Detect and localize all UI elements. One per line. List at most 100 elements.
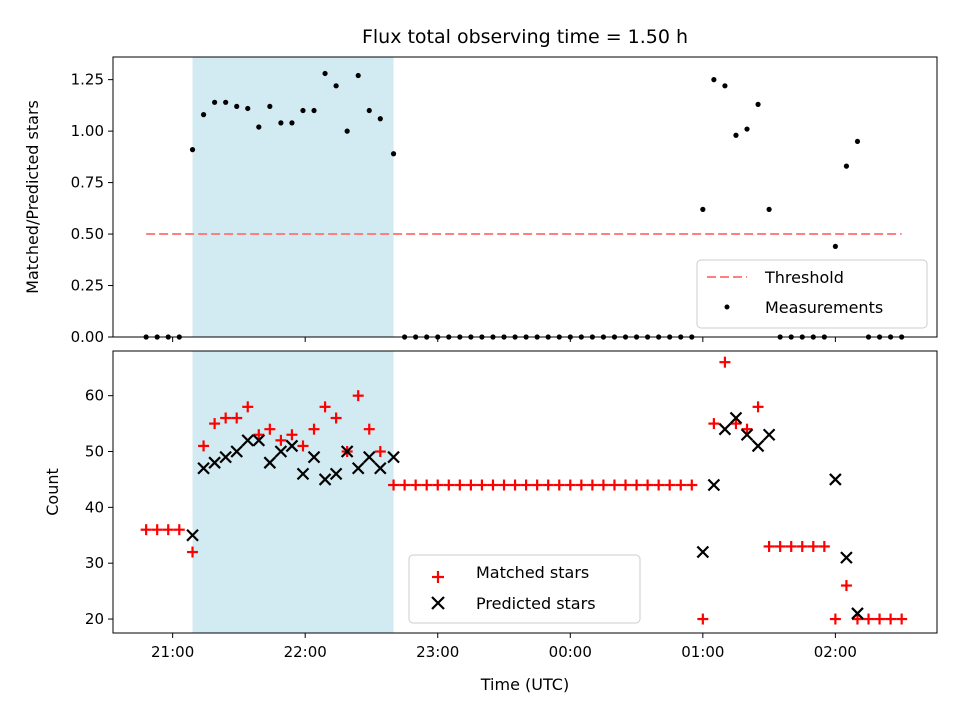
- predicted-star-point: [840, 551, 853, 564]
- matched-star-point: [399, 479, 411, 491]
- matched-star-point: [719, 356, 731, 368]
- x-tick-label: 01:00: [681, 643, 724, 661]
- measurement-point: [333, 83, 339, 89]
- legend-matched-label: Matched stars: [476, 563, 589, 582]
- measurements-series: [143, 70, 905, 340]
- matched-star-point: [286, 429, 298, 441]
- matched-star-point: [140, 524, 152, 536]
- y-tick-label: 50: [85, 443, 104, 461]
- predicted-star-point: [186, 528, 199, 542]
- predicted-star-point: [851, 607, 864, 620]
- measurement-point: [733, 132, 739, 138]
- bottom-y-axis-ticks: 20 30 40 50 60: [85, 387, 113, 628]
- measurement-point: [755, 101, 761, 107]
- predicted-star-point: [274, 445, 288, 458]
- predicted-star-point: [197, 461, 210, 475]
- predicted-star-point: [751, 439, 765, 453]
- measurement-point: [711, 77, 717, 83]
- matched-star-point: [896, 613, 908, 625]
- matched-star-point: [863, 613, 875, 625]
- y-tick-label: 30: [85, 554, 104, 572]
- matched-star-point: [454, 479, 466, 491]
- matched-star-point: [741, 423, 753, 435]
- predicted-star-point: [307, 450, 321, 464]
- top-plot-frame: [112, 56, 938, 338]
- bottom-legend: Matched stars Predicted stars: [408, 554, 641, 624]
- matched-star-point: [374, 446, 386, 458]
- predicted-star-point: [362, 450, 376, 464]
- matched-star-point: [752, 401, 764, 413]
- bottom-legend-box: [408, 554, 641, 624]
- matched-star-point: [476, 479, 488, 491]
- matched-star-point: [231, 412, 243, 424]
- matched-star-point: [352, 390, 364, 402]
- matched-star-point: [575, 479, 587, 491]
- measurement-point: [344, 128, 350, 134]
- matched-star-point: [151, 524, 163, 536]
- predicted-star-point: [329, 467, 343, 481]
- predicted-star-point: [718, 422, 732, 436]
- matched-star-point: [730, 418, 742, 430]
- matched-star-point: [708, 418, 720, 430]
- matched-star-point: [187, 546, 199, 558]
- x-tick-label: 21:00: [151, 643, 194, 661]
- legend-threshold-label: Threshold: [764, 268, 844, 287]
- bottom-plot-frame: [112, 350, 938, 634]
- measurement-point: [278, 120, 284, 126]
- measurement-point: [223, 99, 229, 105]
- measurement-point: [245, 105, 251, 112]
- y-tick-label: 0.50: [71, 225, 104, 243]
- matched-star-point: [686, 479, 698, 491]
- measurement-point: [189, 147, 196, 153]
- legend-predicted-label: Predicted stars: [476, 594, 596, 613]
- measurement-point: [766, 206, 772, 212]
- matched-star-point: [586, 479, 598, 491]
- y-tick-label: 1.25: [71, 71, 104, 89]
- predicted-stars-series: [186, 411, 864, 620]
- x-tick-label: 02:00: [814, 643, 857, 661]
- predicted-star-point: [762, 428, 776, 442]
- measurement-point: [200, 112, 207, 118]
- measurement-point: [377, 116, 383, 122]
- matched-star-point: [697, 613, 709, 625]
- predicted-star-point: [707, 478, 721, 492]
- measurement-point: [289, 120, 295, 126]
- matched-star-point: [564, 479, 576, 491]
- y-tick-label: 60: [85, 387, 104, 405]
- predicted-star-point: [230, 445, 243, 458]
- measurement-point: [366, 107, 372, 114]
- matched-star-point: [785, 540, 797, 552]
- measurement-point: [234, 103, 240, 110]
- matched-star-point: [319, 401, 331, 413]
- matched-star-point: [597, 479, 609, 491]
- x-tick-label: 23:00: [416, 643, 459, 661]
- matched-star-point: [829, 613, 841, 625]
- matched-star-point: [608, 479, 620, 491]
- x-tick-label: 00:00: [549, 643, 592, 661]
- top-y-axis-label: Matched/Predicted stars: [23, 100, 42, 294]
- y-tick-label: 0.75: [71, 174, 104, 192]
- matched-star-point: [330, 412, 342, 424]
- measurement-point: [700, 206, 706, 212]
- matched-star-point: [653, 479, 665, 491]
- matched-star-point: [675, 479, 687, 491]
- top-legend: Threshold Measurements: [696, 259, 928, 329]
- predicted-star-point: [285, 439, 299, 453]
- matched-star-point: [173, 524, 185, 536]
- x-tick-label: 22:00: [284, 643, 327, 661]
- y-tick-label: 40: [85, 498, 104, 516]
- bottom-x-axis-label: Time (UTC): [480, 675, 569, 694]
- matched-star-point: [509, 479, 521, 491]
- matched-star-point: [874, 613, 886, 625]
- matched-star-point: [209, 418, 221, 430]
- predicted-star-point: [318, 473, 332, 486]
- measurement-point: [722, 83, 728, 89]
- matched-stars-series: [140, 356, 908, 625]
- predicted-star-point: [696, 545, 710, 559]
- matched-star-point: [220, 412, 232, 424]
- matched-star-point: [363, 423, 375, 435]
- predicted-star-point: [208, 456, 221, 469]
- top-observing-span: [192, 57, 394, 337]
- matched-star-point: [520, 479, 532, 491]
